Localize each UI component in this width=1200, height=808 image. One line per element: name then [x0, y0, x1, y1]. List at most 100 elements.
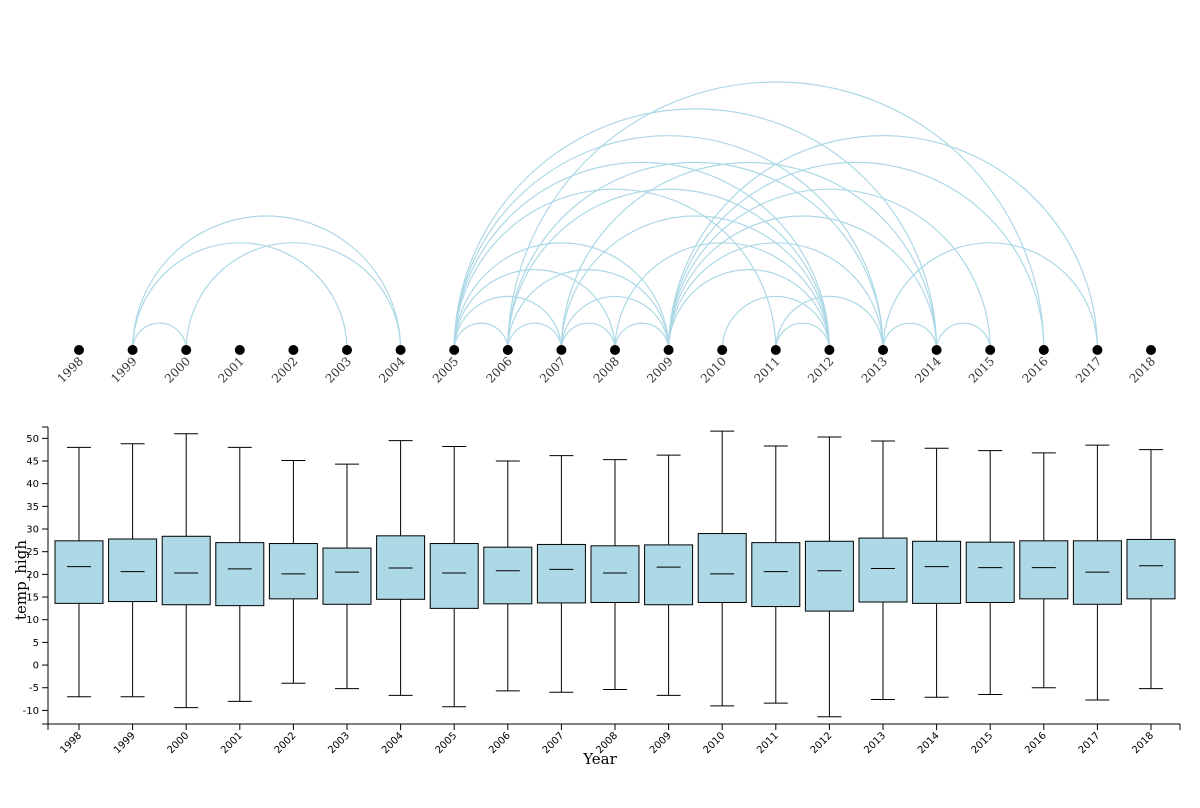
- arc-node-2013: [878, 345, 888, 355]
- arc-link-2009-2013: [668, 242, 884, 351]
- arc-link-2011-2013: [775, 295, 884, 351]
- arc-node-2014: [931, 345, 942, 355]
- x-tick-label-2015: 2015: [970, 730, 996, 756]
- x-tick-label-2004: 2004: [380, 730, 406, 756]
- arc-node-label-1999: 1999: [108, 354, 139, 385]
- box-2003: [322, 463, 372, 690]
- arc-node-2012: [824, 345, 835, 355]
- arc-node-label-2002: 2002: [269, 354, 300, 385]
- arc-node-2003: [342, 345, 352, 355]
- box-1999: [108, 443, 158, 698]
- arc-link-2008-2009: [614, 322, 670, 351]
- box-2005: [429, 445, 479, 708]
- arc-node-label-2017: 2017: [1073, 354, 1104, 385]
- y-tick-label-50: 50: [26, 434, 39, 445]
- y-tick-label-25: 25: [26, 547, 39, 558]
- arc-node-label-2003: 2003: [323, 354, 354, 385]
- arc-node-2005: [449, 345, 460, 355]
- y-tick-label-20: 20: [26, 570, 39, 581]
- arc-link-2009-2015: [668, 188, 991, 351]
- arc-node-label-2010: 2010: [698, 354, 729, 385]
- box-rect-2003: [322, 547, 372, 605]
- arc-link-2007-2009: [560, 295, 670, 351]
- box-2009: [644, 454, 694, 696]
- box-rect-2016: [1019, 540, 1069, 600]
- x-tick-label-2002: 2002: [273, 730, 299, 756]
- arc-node-2018: [1146, 345, 1156, 355]
- x-tick-label-1999: 1999: [112, 730, 138, 756]
- box-2018: [1126, 449, 1176, 690]
- arc-link-2005-2007: [453, 295, 562, 351]
- arc-link-2005-2008: [453, 269, 616, 351]
- box-rect-1999: [108, 538, 158, 603]
- box-rect-2014: [912, 540, 962, 604]
- x-tick-label-2018: 2018: [1130, 730, 1156, 756]
- arc-node-label-2011: 2011: [751, 354, 782, 385]
- arc-node-2000: [181, 345, 192, 355]
- arc-link-2011-2012: [775, 322, 830, 351]
- box-rect-2010: [697, 533, 747, 603]
- arc-link-2000-2004: [185, 242, 402, 351]
- x-tick-label-2000: 2000: [166, 730, 192, 756]
- arc-link-2005-2006: [453, 322, 509, 351]
- x-tick-label-1998: 1998: [58, 730, 84, 756]
- x-tick-label-2010: 2010: [702, 730, 728, 756]
- box-rect-2001: [215, 542, 265, 607]
- y-axis: -10 -5 0 5 10 15 20 25 30 35 40 45 50: [23, 426, 49, 725]
- box-2011: [751, 445, 801, 704]
- y-tick-label-5: 5: [33, 638, 39, 649]
- x-tick-label-2012: 2012: [809, 730, 835, 756]
- arc-link-2005-2009: [453, 242, 670, 351]
- arc-node-2008: [610, 345, 620, 355]
- box-rect-2011: [751, 542, 801, 608]
- arc-nodes: [74, 345, 1156, 355]
- box-2007: [536, 455, 586, 693]
- arc-node-labels: 1998 1999 2000 2001 2002 2003 2004 2005 2006 2007…: [55, 354, 1158, 386]
- arc-node-label-2012: 2012: [805, 354, 836, 385]
- arc-link-2013-2014: [882, 322, 938, 351]
- box-rect-2005: [429, 543, 479, 609]
- arc-link-1999-2000: [132, 322, 187, 351]
- x-tick-label-2011: 2011: [755, 730, 781, 756]
- x-tick-label-2013: 2013: [862, 730, 888, 756]
- arc-node-2004: [395, 345, 406, 355]
- arc-link-2009-2017: [668, 135, 1098, 351]
- arc-link-2008-2012: [614, 242, 830, 351]
- box-2010: [697, 430, 747, 707]
- x-tick-label-2003: 2003: [326, 730, 352, 756]
- arc-node-label-2016: 2016: [1019, 354, 1050, 385]
- arc-link-2006-2007: [507, 322, 562, 351]
- box-rect-2002: [268, 543, 318, 600]
- box-2014: [912, 447, 962, 698]
- arc-link-2005-2013: [453, 135, 884, 351]
- box-2000: [161, 433, 211, 709]
- arc-node-label-2009: 2009: [644, 354, 675, 385]
- box-rect-2008: [590, 545, 640, 603]
- box-rect-2007: [536, 543, 586, 604]
- arc-link-2005-2012: [453, 161, 830, 351]
- arc-node-label-2001: 2001: [215, 354, 246, 385]
- x-tick-label-2009: 2009: [648, 730, 674, 756]
- x-axis-title: Year: [582, 750, 617, 768]
- arc-node-label-2015: 2015: [966, 354, 997, 385]
- arc-node-label-2007: 2007: [537, 354, 568, 385]
- arc-node-label-2000: 2000: [162, 354, 193, 385]
- arc-node-label-2006: 2006: [483, 354, 514, 385]
- arc-node-2009: [663, 345, 674, 355]
- y-tick-label-0: 0: [33, 661, 39, 672]
- arc-link-1999-2003: [132, 242, 348, 351]
- arc-node-2001: [234, 345, 245, 355]
- arc-link-2005-2011: [453, 188, 777, 351]
- y-tick-label-30: 30: [26, 525, 39, 536]
- arc-node-label-1998: 1998: [55, 354, 86, 385]
- arc-link-2009-2016: [668, 161, 1045, 351]
- arc-node-label-2018: 2018: [1127, 354, 1158, 385]
- box-1998: [54, 446, 104, 698]
- x-tick-label-2014: 2014: [916, 730, 942, 756]
- arc-node-2010: [717, 345, 728, 355]
- y-tick-label-45: 45: [26, 457, 39, 468]
- arc-link-2013-2017: [882, 242, 1098, 351]
- box-rect-1998: [54, 540, 104, 604]
- arc-link-2009-2012: [668, 269, 830, 351]
- box-2001: [215, 446, 265, 702]
